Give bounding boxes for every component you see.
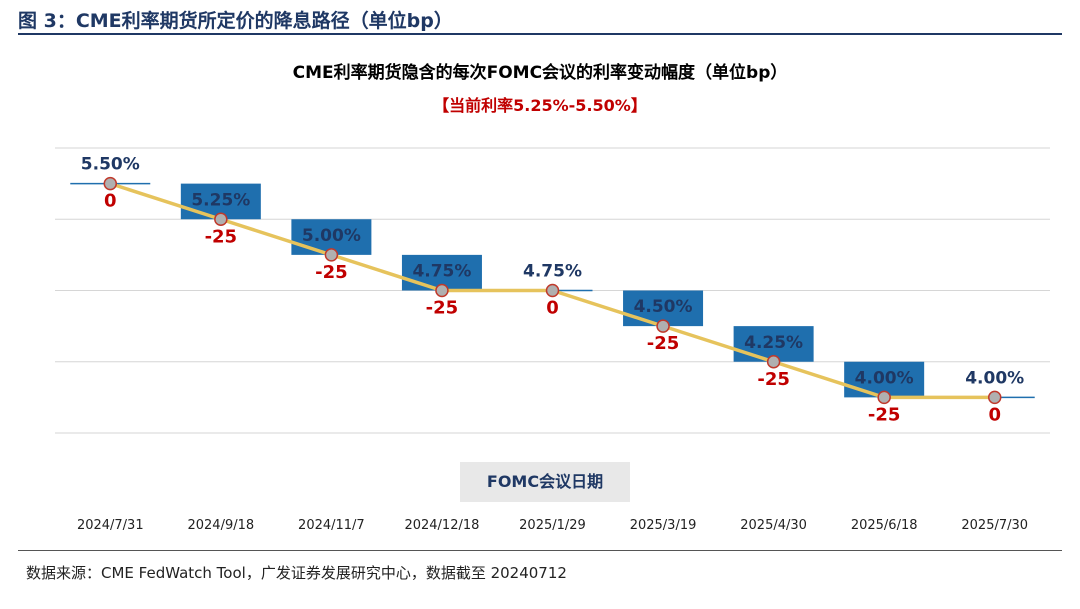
source-note: 数据来源：CME FedWatch Tool，广发证券发展研究中心，数据截至 2… xyxy=(26,564,567,582)
x-tick-label-0: 2024/7/31 xyxy=(77,518,144,533)
change-label-2: -25 xyxy=(315,262,348,283)
rate-point-2 xyxy=(324,248,339,262)
x-tick-label-7: 2025/6/18 xyxy=(851,518,918,533)
rate-label-0: 5.50% xyxy=(81,155,140,175)
change-label-4: 0 xyxy=(546,298,559,319)
rate-point-0 xyxy=(103,176,118,191)
rate-label-2: 5.00% xyxy=(302,226,361,246)
rate-label-5: 4.50% xyxy=(634,297,693,317)
rate-label-8: 4.00% xyxy=(965,368,1024,388)
x-tick-label-6: 2025/4/30 xyxy=(740,518,807,533)
bottom-rule xyxy=(18,550,1062,551)
x-tick-label-1: 2024/9/18 xyxy=(187,518,254,533)
rate-label-1: 5.25% xyxy=(191,190,250,210)
top-rule xyxy=(18,33,1062,35)
rate-label-6: 4.25% xyxy=(744,333,803,353)
rate-point-6 xyxy=(766,355,781,369)
rate-point-4 xyxy=(545,283,560,298)
x-axis-title: FOMC会议日期 xyxy=(460,462,630,502)
rate-point-8 xyxy=(987,390,1002,405)
rate-point-5 xyxy=(656,319,670,333)
rate-point-7 xyxy=(877,390,891,405)
x-tick-label-3: 2024/12/18 xyxy=(404,518,479,533)
rate-label-7: 4.00% xyxy=(855,368,914,388)
change-label-7: -25 xyxy=(868,404,901,425)
rate-point-1 xyxy=(214,212,228,226)
x-tick-label-5: 2025/3/19 xyxy=(630,518,697,533)
figure-title: 图 3：CME利率期货所定价的降息路径（单位bp） xyxy=(18,10,453,32)
chart-subtitle: 【当前利率5.25%-5.50%】 xyxy=(433,96,647,115)
rate-label-4: 4.75% xyxy=(523,262,582,282)
change-label-3: -25 xyxy=(426,298,459,319)
x-tick-label-2: 2024/11/7 xyxy=(298,518,365,533)
rate-point-3 xyxy=(435,283,449,298)
change-label-1: -25 xyxy=(205,226,238,247)
change-label-0: 0 xyxy=(104,191,117,212)
rate-label-3: 4.75% xyxy=(412,262,471,282)
chart-title: CME利率期货隐含的每次FOMC会议的利率变动幅度（单位bp） xyxy=(292,63,788,83)
change-label-8: 0 xyxy=(988,404,1001,425)
x-tick-label-4: 2025/1/29 xyxy=(519,518,586,533)
x-tick-label-8: 2025/7/30 xyxy=(961,518,1028,533)
change-label-6: -25 xyxy=(757,369,790,390)
change-label-5: -25 xyxy=(647,333,680,354)
